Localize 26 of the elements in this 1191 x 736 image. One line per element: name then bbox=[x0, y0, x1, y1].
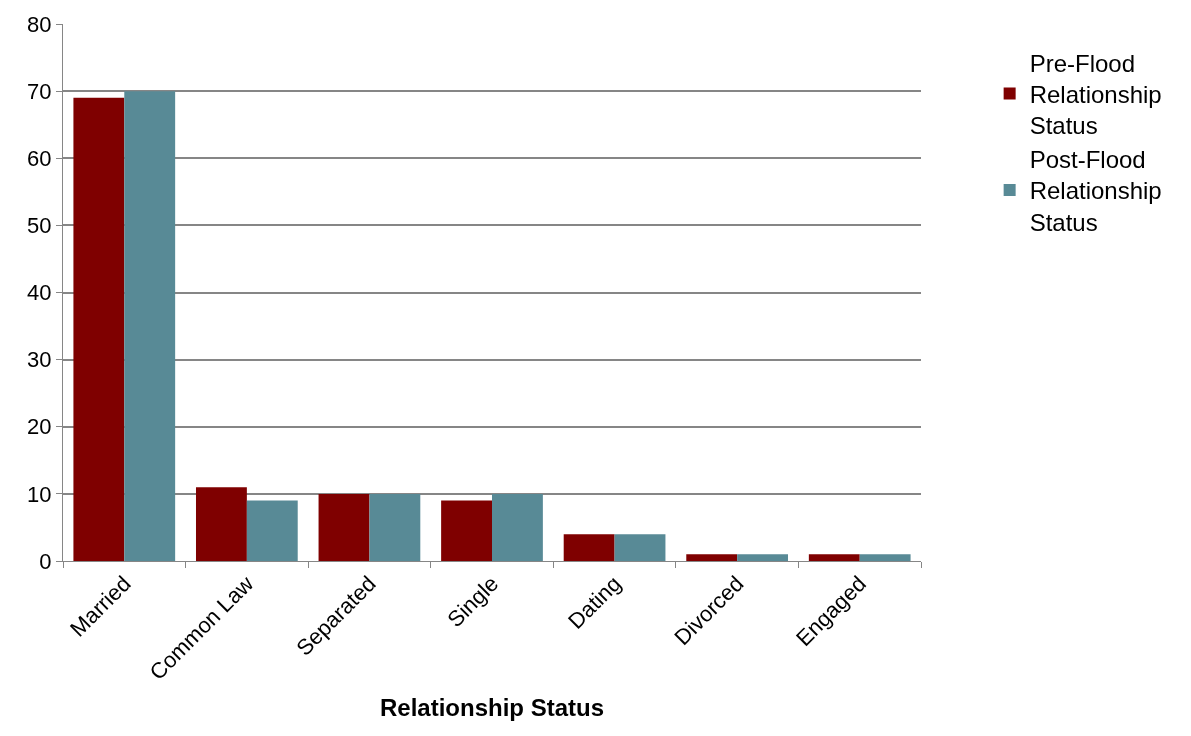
y-tick-label: 60 bbox=[27, 145, 52, 171]
y-tick-label: 20 bbox=[27, 414, 52, 440]
bar bbox=[369, 493, 421, 561]
bar bbox=[492, 493, 543, 561]
y-tick-label: 10 bbox=[27, 481, 52, 507]
y-tick-label: 70 bbox=[27, 78, 52, 104]
bar bbox=[246, 500, 298, 561]
bar bbox=[441, 500, 492, 561]
legend-label: Pre-Flood Relationship Status bbox=[1029, 49, 1162, 139]
bar bbox=[737, 554, 789, 561]
y-tick-label: 0 bbox=[39, 548, 52, 574]
bar bbox=[124, 91, 176, 561]
bar bbox=[686, 554, 738, 561]
bar bbox=[614, 534, 666, 561]
bar bbox=[318, 493, 370, 561]
legend-label: Post-Flood Relationship Status bbox=[1029, 146, 1162, 236]
x-axis-title: Relationship Status bbox=[379, 693, 605, 721]
bar bbox=[563, 534, 615, 561]
y-tick-label: 50 bbox=[27, 213, 52, 239]
bar bbox=[73, 97, 125, 561]
bar bbox=[195, 487, 247, 561]
y-tick-label: 80 bbox=[27, 11, 52, 37]
bar bbox=[859, 554, 911, 561]
y-tick-label: 30 bbox=[27, 347, 52, 373]
y-tick-label: 40 bbox=[27, 280, 52, 306]
bar bbox=[808, 554, 860, 561]
